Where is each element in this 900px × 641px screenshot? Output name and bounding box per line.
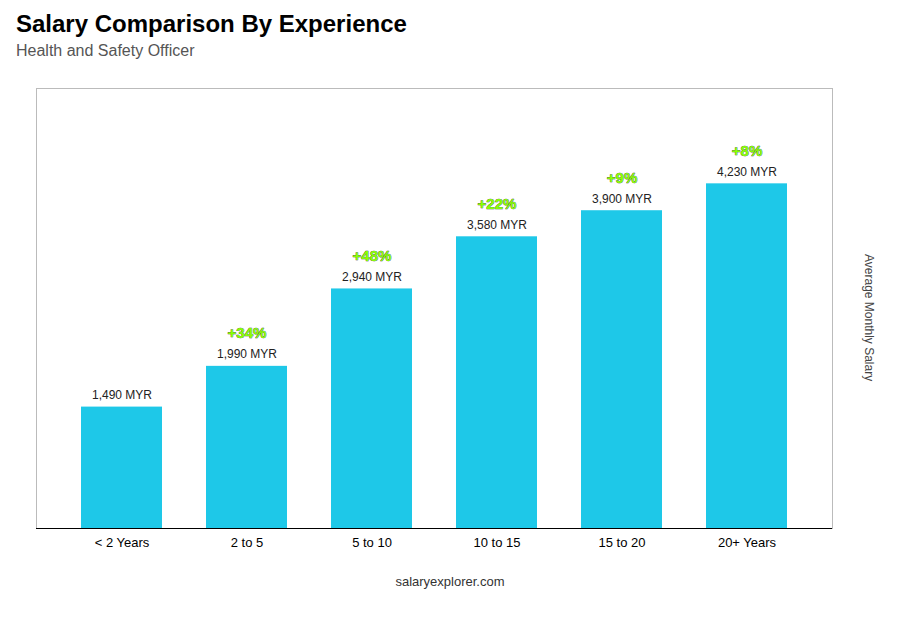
svg-text:< 2 Years: < 2 Years bbox=[95, 535, 150, 550]
svg-text:+9%: +9% bbox=[607, 169, 637, 186]
svg-text:20+ Years: 20+ Years bbox=[718, 535, 777, 550]
svg-text:3,900 MYR: 3,900 MYR bbox=[592, 192, 652, 206]
svg-text:3,580 MYR: 3,580 MYR bbox=[467, 218, 527, 232]
svg-text:+34%: +34% bbox=[228, 324, 267, 341]
svg-text:2 to 5: 2 to 5 bbox=[231, 535, 264, 550]
svg-text:1,990 MYR: 1,990 MYR bbox=[217, 347, 277, 361]
svg-text:5 to 10: 5 to 10 bbox=[352, 535, 392, 550]
svg-text:15 to 20: 15 to 20 bbox=[599, 535, 646, 550]
html-text:Health and Safety Officer: Health and Safety Officer bbox=[16, 42, 195, 59]
svg-text:+48%: +48% bbox=[353, 247, 392, 264]
html-text:Salary Comparison By Experienc: Salary Comparison By Experience bbox=[16, 10, 407, 37]
svg-text:+22%: +22% bbox=[478, 195, 517, 212]
svg-text:2,940 MYR: 2,940 MYR bbox=[342, 270, 402, 284]
html-text:Average Monthly Salary: Average Monthly Salary bbox=[862, 254, 876, 382]
svg-text:10 to 15: 10 to 15 bbox=[474, 535, 521, 550]
svg-text:4,230 MYR: 4,230 MYR bbox=[717, 165, 777, 179]
svg-text:+8%: +8% bbox=[732, 142, 762, 159]
html-text:salaryexplorer.com: salaryexplorer.com bbox=[395, 574, 505, 589]
svg-text:1,490 MYR: 1,490 MYR bbox=[92, 388, 152, 402]
